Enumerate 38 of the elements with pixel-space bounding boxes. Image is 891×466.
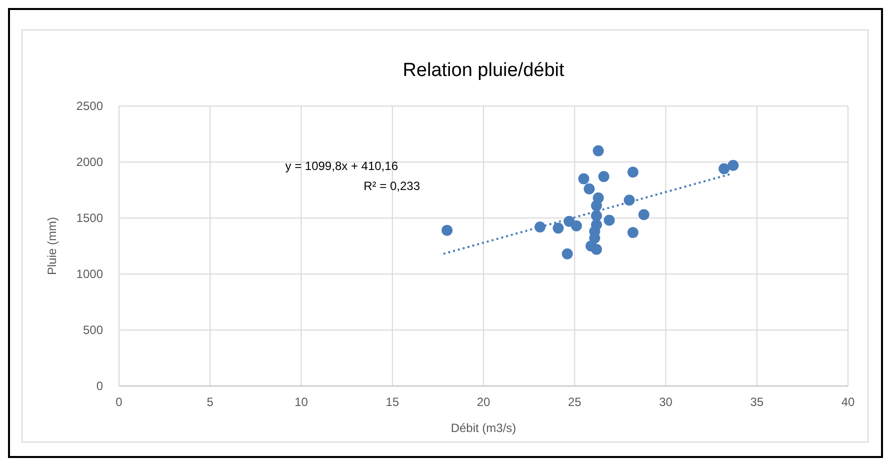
point [627, 166, 638, 178]
x-tick-label: 15 [386, 395, 400, 409]
x-tick-label: 20 [476, 395, 490, 409]
point [638, 209, 650, 220]
x-tick-label: 5 [206, 395, 214, 409]
point [534, 221, 546, 232]
point [624, 194, 635, 206]
x-tick-label: 10 [294, 395, 308, 409]
point [584, 183, 595, 194]
point [604, 214, 615, 226]
point [570, 220, 582, 232]
y-tick-label: 1500 [76, 211, 104, 225]
x-tick-label: 25 [568, 395, 582, 409]
point [598, 171, 610, 182]
y-tick-label: 1000 [76, 267, 104, 281]
chart-title: Relation pluie/débit [402, 60, 566, 81]
y-axis-title: Pluie (mm) [45, 216, 59, 276]
annotation: y = 1099,8x + 410,16 [285, 159, 398, 173]
point [578, 173, 590, 184]
x-tick-label: 35 [750, 395, 764, 409]
y-tick-label: 2500 [76, 99, 104, 113]
point [728, 160, 739, 171]
point [718, 163, 730, 174]
point [442, 224, 453, 236]
y-tick-label: 2000 [76, 155, 104, 169]
x-tick-label: 30 [659, 395, 673, 409]
x-tick-label: 0 [116, 395, 123, 409]
x-tick-label: 40 [841, 395, 855, 409]
y-tick-label: 0 [96, 379, 104, 393]
point [592, 145, 604, 156]
point [590, 200, 602, 212]
y-tick-label: 500 [82, 323, 104, 337]
point [552, 222, 564, 234]
x-axis-title: Débit (m3/s) [450, 421, 516, 435]
point [562, 248, 573, 260]
annotation: R² = 0,233 [364, 179, 420, 193]
point [590, 244, 602, 255]
point [627, 227, 638, 238]
